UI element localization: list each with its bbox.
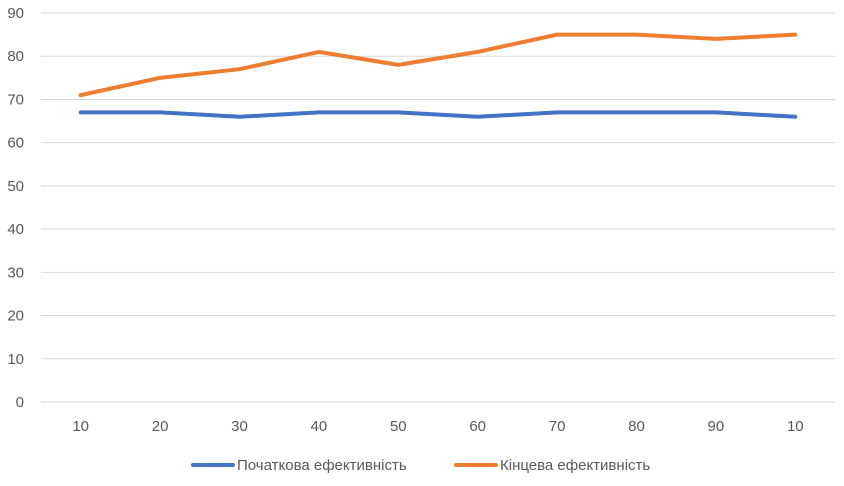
x-tick-label: 60	[469, 418, 486, 435]
x-tick-label: 10	[72, 418, 89, 435]
x-tick-label: 40	[311, 418, 328, 435]
legend: Початкова ефективність Кінцева ефективні…	[191, 457, 650, 474]
y-tick-label: 70	[7, 91, 24, 108]
y-tick-label: 60	[7, 135, 24, 152]
y-tick-label: 20	[7, 308, 24, 325]
series-lines	[78, 32, 798, 119]
x-tick-label: 80	[628, 418, 645, 435]
y-tick-label: 90	[7, 5, 24, 22]
y-axis-ticks: 0 10 20 30 40 50 60 70 80 90	[7, 5, 24, 411]
x-tick-label: 30	[231, 418, 248, 435]
x-tick-label: 90	[708, 418, 725, 435]
y-tick-label: 0	[16, 394, 24, 411]
y-tick-label: 80	[7, 48, 24, 65]
legend-label-series-1: Початкова ефективність	[237, 457, 407, 474]
y-tick-label: 30	[7, 264, 24, 281]
series-line-1	[78, 110, 798, 119]
x-tick-label: 50	[390, 418, 407, 435]
x-axis-ticks: 10 20 30 40 50 60 70 80 90 10	[72, 418, 803, 435]
series-line-2	[78, 32, 798, 98]
x-tick-label: 70	[549, 418, 566, 435]
x-tick-label: 10	[787, 418, 804, 435]
y-tick-label: 40	[7, 221, 24, 238]
gridlines	[41, 12, 835, 403]
y-tick-label: 10	[7, 351, 24, 368]
legend-label-series-2: Кінцева ефективність	[500, 457, 650, 474]
y-tick-label: 50	[7, 178, 24, 195]
x-tick-label: 20	[152, 418, 169, 435]
